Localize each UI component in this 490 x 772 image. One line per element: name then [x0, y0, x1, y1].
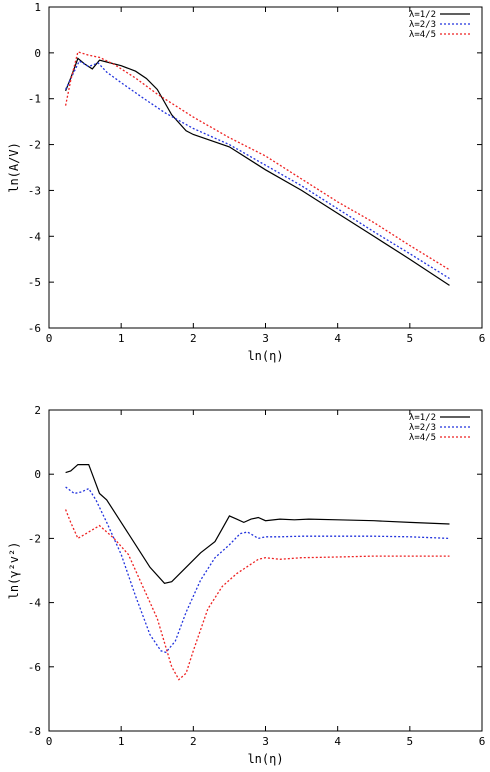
y-tick-label: -2: [28, 532, 41, 545]
y-tick-label: 2: [34, 404, 41, 417]
legend-label: λ=1/2: [409, 10, 436, 20]
plot-frame: [48, 409, 483, 732]
y-tick-label: -4: [28, 597, 42, 610]
x-axis-label: ln(η): [247, 349, 283, 363]
y-tick-label: -4: [28, 230, 42, 243]
series-line-3: [64, 51, 450, 271]
series-line-2: [65, 60, 450, 280]
x-tick-label: 5: [407, 735, 414, 748]
y-tick-label: 0: [34, 47, 41, 60]
legend-label: λ=2/3: [409, 20, 436, 30]
x-tick-label: 2: [190, 332, 197, 345]
x-tick-label: 4: [334, 332, 341, 345]
y-tick-label: 0: [34, 468, 41, 481]
series-line-3: [64, 509, 450, 681]
chart-1: 0 1 2 3 4 5 610-1-2-3-4-5-6ln(η)ln(A/V)λ=1/2λ=…: [7, 1, 485, 363]
y-axis-label: ln(γ²v²): [7, 542, 21, 600]
y-tick-label: -3: [28, 184, 41, 197]
x-tick-label: 1: [118, 735, 125, 748]
x-tick-label: 2: [190, 735, 197, 748]
series-line-1: [65, 464, 450, 584]
x-tick-label: 6: [479, 735, 486, 748]
y-tick-label: -2: [28, 139, 41, 152]
legend-label: λ=1/2: [409, 413, 436, 423]
x-tick-label: 3: [262, 735, 269, 748]
x-tick-label: 5: [407, 332, 414, 345]
x-tick-label: 6: [479, 332, 486, 345]
x-tick-label: 4: [334, 735, 341, 748]
chart-2: 0 1 2 3 4 5 6 2 0 -2 -4 -6 -8 ln(η) ln(γ²v²) λ=1/2λ=2/3…: [7, 404, 485, 766]
x-tick-label: 3: [262, 332, 269, 345]
legend-label: λ=4/5: [409, 30, 436, 40]
legend-label: λ=2/3: [409, 423, 436, 433]
y-tick-label: -6: [28, 322, 41, 335]
series-line-2: [65, 486, 450, 654]
y-tick-label: -1: [28, 93, 41, 106]
x-tick-label: 1: [118, 332, 125, 345]
y-tick-label: 1: [34, 1, 41, 14]
y-axis-label: ln(A/V): [7, 142, 21, 193]
y-tick-label: -6: [28, 661, 41, 674]
y-tick-label: -5: [28, 276, 41, 289]
legend-label: λ=4/5: [409, 433, 436, 443]
y-tick-label: -8: [28, 725, 41, 738]
plot-frame: [48, 6, 483, 329]
x-tick-label: 0: [46, 332, 53, 345]
x-tick-label: 0: [46, 735, 53, 748]
x-axis-label: ln(η): [247, 752, 283, 766]
series-line-1: [65, 57, 450, 286]
